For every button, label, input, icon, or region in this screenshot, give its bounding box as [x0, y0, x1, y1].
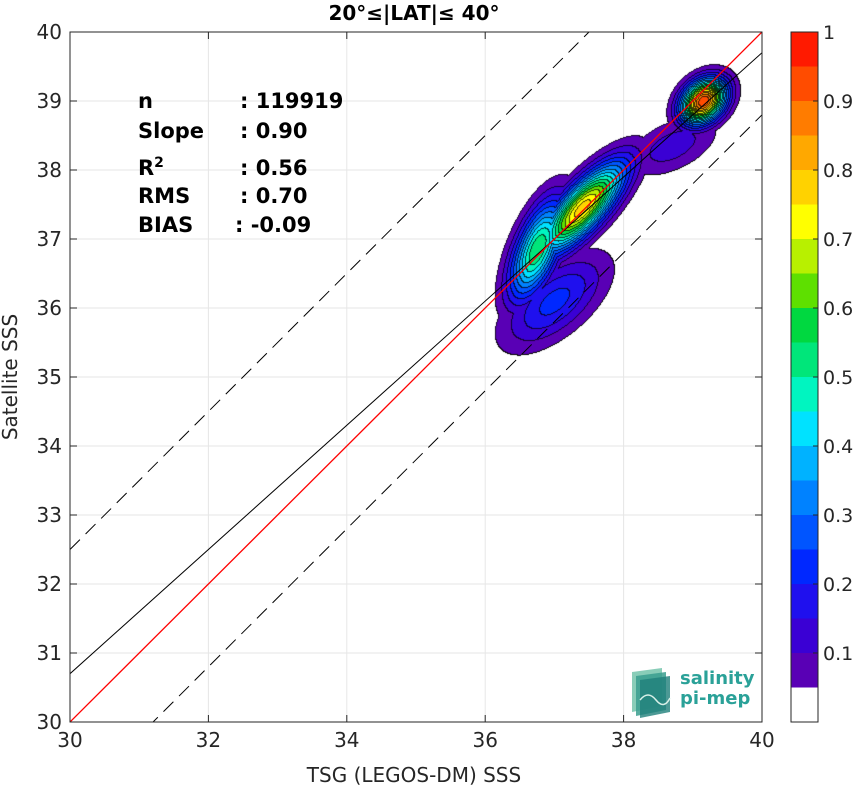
x-axis-ticks: 30 32 34 36 38 40: [57, 32, 775, 752]
colorbar-segment: [791, 170, 818, 205]
y-tick-label: 38: [37, 158, 62, 182]
stat-label: BIAS: [138, 213, 193, 237]
colorbar-tick-label: 0.3: [823, 505, 853, 527]
colorbar-segment: [791, 687, 818, 722]
y-tick-label: 32: [37, 572, 62, 596]
colorbar-segment: [791, 342, 818, 377]
colorbar-segment: [791, 618, 818, 653]
y-tick-label: 35: [37, 365, 62, 389]
lower-bound-dashed-line: [152, 114, 762, 722]
y-axis-label: Satellite SSS: [0, 314, 22, 440]
x-tick-label: 34: [334, 728, 359, 752]
colorbar: 0.1 0.2 0.3 0.4 0.5 0.6 0.7 0.8 0.9 1: [790, 22, 853, 723]
x-tick-label: 30: [57, 728, 82, 752]
colorbar-segment: [791, 411, 818, 446]
y-tick-label: 36: [37, 296, 62, 320]
identity-line: [70, 32, 762, 722]
colorbar-segment: [791, 377, 818, 412]
colorbar-segment: [791, 653, 818, 688]
colorbar-segment: [791, 135, 818, 170]
stat-label-superscript: 2: [154, 155, 164, 171]
y-tick-label: 37: [37, 227, 62, 251]
colorbar-segment: [791, 204, 818, 239]
colorbar-tick-label: 0.6: [823, 298, 853, 320]
x-tick-label: 36: [472, 728, 497, 752]
colorbar-segment: [791, 446, 818, 481]
wave-logo-icon: [632, 668, 671, 718]
stat-label: RMS: [138, 184, 190, 208]
reference-lines: [70, 32, 762, 722]
colorbar-segment: [791, 549, 818, 584]
stat-value: : 119919: [240, 89, 343, 113]
stat-value: : 0.56: [240, 156, 308, 180]
chart-title: 20°≤|LAT|≤ 40°: [328, 1, 499, 25]
y-tick-label: 34: [37, 434, 62, 458]
logo-line2: pi-mep: [680, 688, 750, 709]
y-tick-label: 39: [37, 89, 62, 113]
colorbar-segment: [791, 239, 818, 274]
colorbar-segment: [791, 101, 818, 136]
colorbar-segment: [791, 515, 818, 550]
colorbar-tick-label: 0.2: [823, 574, 853, 596]
x-tick-label: 32: [196, 728, 221, 752]
x-tick-label: 38: [611, 728, 636, 752]
colorbar-tick-label: 0.4: [823, 436, 853, 458]
y-tick-label: 30: [37, 710, 62, 734]
colorbar-segment: [791, 480, 818, 515]
colorbar-segment: [791, 66, 818, 101]
colorbar-tick-label: 0.7: [823, 229, 853, 251]
stat-label: n: [138, 89, 153, 113]
x-axis-label: TSG (LEGOS-DM) SSS: [306, 763, 521, 787]
colorbar-tick-label: 1: [823, 22, 835, 44]
colorbar-segment: [791, 584, 818, 619]
colorbar-segment: [791, 273, 818, 308]
colorbar-tick-label: 0.8: [823, 160, 853, 182]
stat-value: : -0.09: [235, 213, 311, 237]
y-tick-label: 33: [37, 503, 62, 527]
y-tick-label: 31: [37, 641, 62, 665]
colorbar-tick-label: 0.1: [823, 643, 853, 665]
upper-bound-dashed-line: [70, 32, 590, 550]
salinity-pi-mep-logo: salinity pi-mep: [632, 668, 755, 718]
colorbar-segment: [791, 32, 818, 67]
y-tick-label: 40: [37, 20, 62, 44]
colorbar-tick-label: 0.5: [823, 367, 853, 389]
stat-value: : 0.70: [240, 184, 308, 208]
stat-label: Slope: [138, 119, 204, 143]
stat-value: : 0.90: [240, 119, 308, 143]
y-axis-ticks: 30 31 32 33 34 35 36 37 38 39 40: [37, 20, 762, 734]
colorbar-segment: [791, 308, 818, 343]
regression-line: [70, 52, 762, 675]
x-tick-label: 40: [749, 728, 774, 752]
logo-line1: salinity: [680, 668, 755, 689]
colorbar-tick-label: 0.9: [823, 91, 853, 113]
